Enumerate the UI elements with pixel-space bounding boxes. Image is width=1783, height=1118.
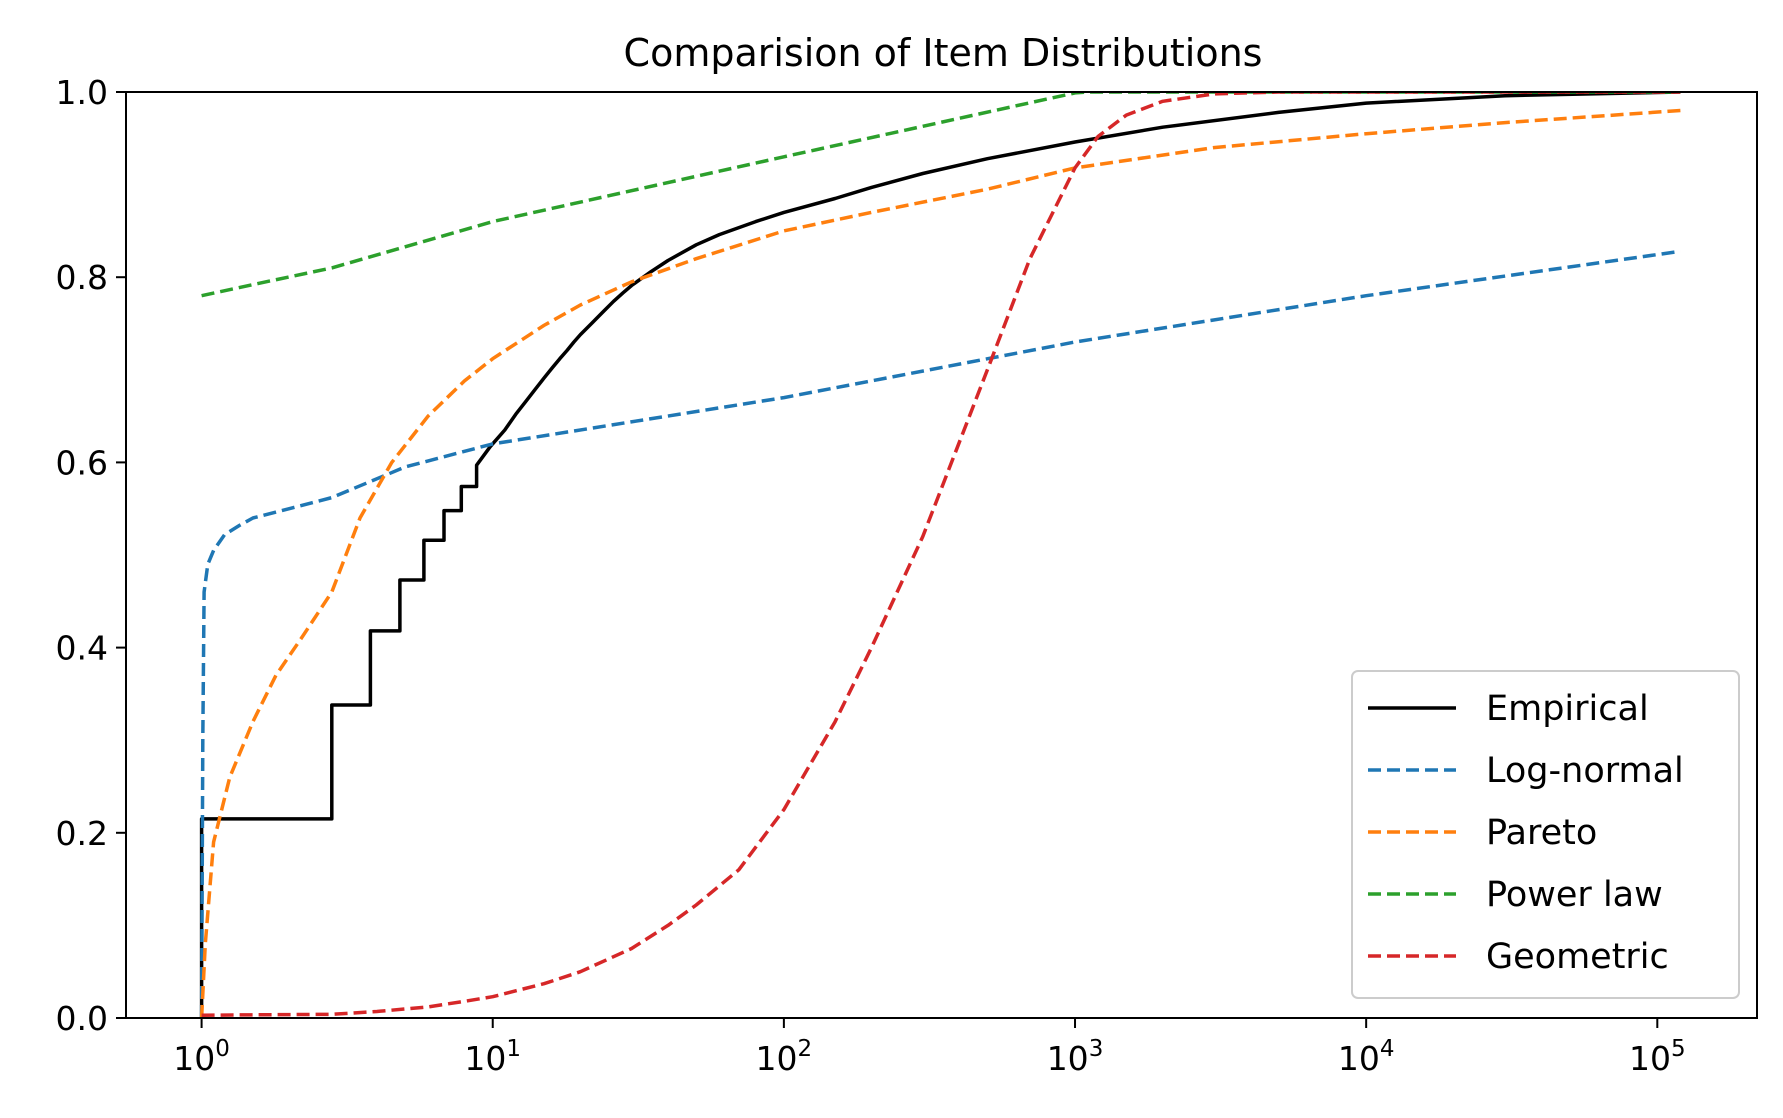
x-tick-exponent: 2 [798, 1036, 813, 1062]
x-tick-base: 10 [1047, 1039, 1089, 1078]
series-line-empirical [199, 92, 1681, 1018]
x-tick-base: 10 [1338, 1039, 1380, 1078]
legend-label: Geometric [1486, 937, 1669, 977]
x-tick-label: 102 [756, 1036, 813, 1078]
x-tick-exponent: 1 [506, 1036, 521, 1062]
series-line-geometric [201, 92, 1681, 1017]
x-tick-exponent: 4 [1380, 1036, 1395, 1062]
y-tick-label: 0.4 [56, 629, 108, 668]
x-tick-exponent: 3 [1089, 1036, 1104, 1062]
legend-label: Log-normal [1486, 751, 1684, 791]
x-tick-label: 103 [1047, 1036, 1104, 1078]
series-line-power-law [201, 92, 1681, 298]
y-tick-label: 1.0 [56, 73, 108, 112]
x-tick-label: 101 [464, 1036, 521, 1078]
legend-box [1351, 670, 1740, 999]
x-tick-base: 10 [756, 1039, 798, 1078]
legend-label: Power law [1486, 875, 1663, 915]
x-tick-exponent: 0 [215, 1036, 230, 1062]
chart-title: Comparision of Item Distributions [624, 31, 1263, 75]
x-tick-base: 10 [173, 1039, 215, 1078]
series-layer [199, 92, 1681, 1018]
x-axis: 100 101 102 103 104 105 [173, 1018, 1686, 1078]
x-tick-base: 10 [1629, 1039, 1671, 1078]
y-axis: 0.0 0.2 0.4 0.6 0.8 1.0 [56, 73, 126, 1038]
series-line-log-normal [199, 249, 1681, 1018]
legend: Empirical Log-normal Pareto Power law Geomet… [1351, 670, 1740, 999]
x-tick-exponent: 5 [1671, 1036, 1686, 1062]
plot-frame [125, 91, 1758, 1019]
x-tick-label: 104 [1338, 1036, 1395, 1078]
legend-label: Pareto [1486, 813, 1597, 853]
x-tick-label: 100 [173, 1036, 230, 1078]
x-tick-base: 10 [464, 1039, 506, 1078]
y-tick-label: 0.6 [56, 443, 108, 482]
legend-label: Empirical [1486, 689, 1649, 729]
y-tick-label: 0.2 [56, 814, 108, 853]
x-tick-label: 105 [1629, 1036, 1686, 1078]
y-tick-label: 0.0 [56, 999, 108, 1038]
y-tick-label: 0.8 [56, 258, 108, 297]
